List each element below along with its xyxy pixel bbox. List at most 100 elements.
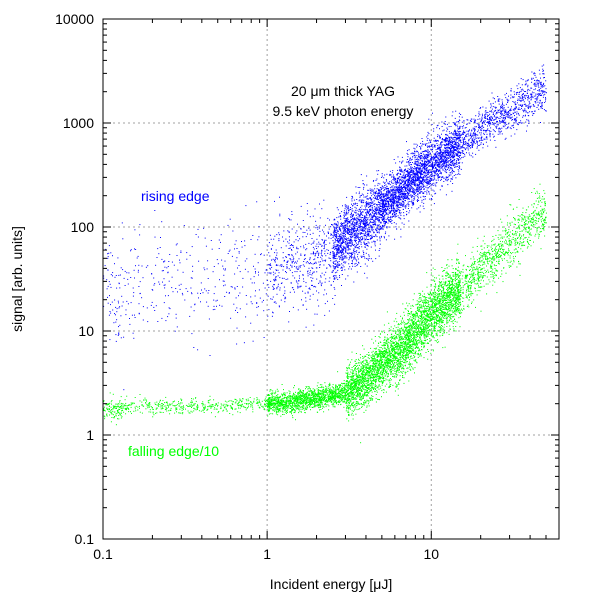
rising-edge-point — [299, 258, 300, 259]
rising-edge-point — [410, 166, 411, 167]
rising-edge-point — [355, 234, 356, 235]
rising-edge-point — [445, 152, 446, 153]
rising-edge-point — [414, 163, 415, 164]
rising-edge-point — [361, 200, 362, 201]
rising-edge-point — [306, 248, 307, 249]
rising-edge-point — [308, 275, 309, 276]
rising-edge-point — [251, 301, 252, 302]
rising-edge-point — [413, 198, 414, 199]
rising-edge-point — [421, 158, 422, 159]
rising-edge-point — [459, 157, 460, 158]
rising-edge-point — [392, 172, 393, 173]
rising-edge-point — [192, 246, 193, 247]
rising-edge-point — [133, 296, 134, 297]
rising-edge-point — [427, 170, 428, 171]
rising-edge-point — [333, 270, 334, 271]
rising-edge-point — [448, 155, 449, 156]
rising-edge-point — [393, 202, 394, 203]
rising-edge-point — [361, 195, 362, 196]
rising-edge-point — [338, 256, 339, 257]
rising-edge-point — [187, 291, 188, 292]
rising-edge-point — [296, 247, 297, 248]
rising-edge-point — [214, 266, 215, 267]
rising-edge-point — [381, 187, 382, 188]
rising-edge-point — [280, 287, 281, 288]
rising-edge-point — [368, 254, 369, 255]
rising-edge-point — [341, 255, 342, 256]
rising-edge-point — [204, 269, 205, 270]
rising-edge-point — [417, 172, 418, 173]
rising-edge-point — [345, 218, 346, 219]
rising-edge-point — [401, 163, 402, 164]
rising-edge-point — [366, 239, 367, 240]
rising-edge-point — [356, 193, 357, 194]
rising-edge-point — [322, 273, 323, 274]
rising-edge-point — [328, 232, 329, 233]
rising-edge-point — [454, 137, 455, 138]
rising-edge-point — [297, 283, 298, 284]
rising-edge-point — [360, 229, 361, 230]
rising-edge-point — [209, 319, 210, 320]
rising-edge-point — [404, 224, 405, 225]
rising-edge-point — [427, 156, 428, 157]
rising-edge-point — [431, 161, 432, 162]
rising-edge-point — [338, 250, 339, 251]
rising-edge-point — [290, 270, 291, 271]
rising-edge-point — [339, 235, 340, 236]
rising-edge-point — [298, 267, 299, 268]
rising-edge-point — [453, 146, 454, 147]
rising-edge-point — [385, 222, 386, 223]
rising-edge-point — [405, 190, 406, 191]
rising-edge-point — [361, 244, 362, 245]
rising-edge-point — [451, 142, 452, 143]
rising-edge-point — [131, 302, 132, 303]
rising-edge-point — [415, 167, 416, 168]
rising-edge-point — [401, 180, 402, 181]
rising-edge-point — [333, 243, 334, 244]
rising-edge-point — [330, 260, 331, 261]
rising-edge-point — [352, 244, 353, 245]
rising-edge-point — [391, 177, 392, 178]
rising-edge-point — [364, 206, 365, 207]
rising-edge-point — [346, 239, 347, 240]
rising-edge-point — [370, 197, 371, 198]
rising-edge-point — [125, 271, 126, 272]
rising-edge-point — [417, 201, 418, 202]
rising-edge-point — [410, 170, 411, 171]
rising-edge-point — [404, 172, 405, 173]
rising-edge-point — [356, 232, 357, 233]
rising-edge-point — [398, 207, 399, 208]
rising-edge-point — [373, 220, 374, 221]
rising-edge-point — [273, 297, 274, 298]
rising-edge-point — [364, 243, 365, 244]
rising-edge-point — [378, 212, 379, 213]
rising-edge-point — [427, 138, 428, 139]
rising-edge-point — [452, 183, 453, 184]
rising-edge-point — [292, 214, 293, 215]
rising-edge-point — [432, 166, 433, 167]
rising-edge-point — [406, 141, 407, 142]
rising-edge-point — [358, 219, 359, 220]
rising-edge-point — [456, 162, 457, 163]
rising-edge-point — [368, 199, 369, 200]
rising-edge-point — [120, 315, 121, 316]
rising-edge-point — [344, 256, 345, 257]
rising-edge-point — [374, 220, 375, 221]
rising-edge-point — [429, 151, 430, 152]
rising-edge-point — [397, 175, 398, 176]
rising-edge-point — [353, 259, 354, 260]
rising-edge-point — [431, 159, 432, 160]
rising-edge-point — [365, 264, 366, 265]
rising-edge-point — [386, 188, 387, 189]
rising-edge-point — [401, 183, 402, 184]
rising-edge-point — [340, 219, 341, 220]
rising-edge-point — [400, 174, 401, 175]
rising-edge-point — [290, 248, 291, 249]
rising-edge-point — [118, 301, 119, 302]
rising-edge-point — [431, 156, 432, 157]
rising-edge-point — [432, 167, 433, 168]
rising-edge-point — [424, 171, 425, 172]
rising-edge-point — [273, 272, 274, 273]
rising-edge-point — [273, 274, 274, 275]
rising-edge-point — [412, 205, 413, 206]
